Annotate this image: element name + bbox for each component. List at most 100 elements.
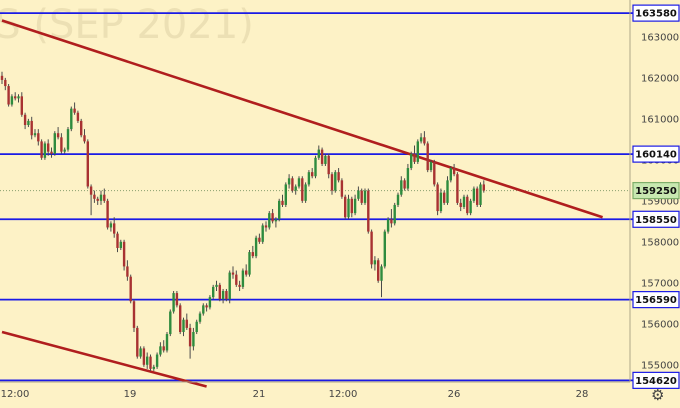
candle-body [162, 346, 165, 351]
candle-body [7, 86, 10, 105]
candle [53, 131, 56, 156]
candle [80, 118, 83, 138]
candle-body [235, 274, 238, 285]
candle [126, 260, 129, 281]
candle-body [80, 120, 83, 136]
current-price-label: 159250 [632, 181, 680, 200]
candle [205, 303, 208, 312]
candle [479, 182, 482, 207]
candle-body [245, 270, 248, 275]
label-text: 163580 [635, 9, 677, 20]
candle [320, 147, 324, 166]
candle-body [136, 327, 139, 357]
candle-body [419, 137, 423, 142]
candle-body [192, 331, 195, 347]
candle [106, 198, 109, 230]
x-tick-label: 26 [448, 389, 461, 400]
candle-body [225, 291, 228, 300]
candle [413, 145, 416, 164]
candle-body [182, 319, 185, 332]
candle [129, 274, 132, 304]
candle-body [284, 184, 287, 205]
candle [70, 106, 73, 132]
candle-body [314, 157, 317, 177]
candle [43, 141, 47, 160]
candle-body [218, 284, 221, 300]
candle-body [324, 155, 327, 164]
candle [56, 127, 60, 140]
candle-body [363, 190, 367, 203]
candle [182, 317, 185, 337]
candle-body [169, 311, 172, 335]
candle-body [426, 143, 429, 171]
trendline [1, 19, 604, 219]
candle-body [172, 293, 175, 312]
candle-body [386, 219, 390, 232]
candle [400, 176, 403, 197]
candle [245, 264, 248, 277]
candle-body [320, 149, 324, 164]
candle-body [251, 252, 254, 257]
candle [76, 110, 80, 123]
candle [307, 170, 311, 187]
x-tick-label: 19 [124, 389, 137, 400]
candle [324, 153, 327, 166]
candle [258, 233, 261, 244]
candle [7, 84, 10, 107]
level-label: 158550 [632, 210, 680, 228]
label-text: 154620 [635, 376, 677, 387]
candle-body [459, 202, 462, 207]
candle-body [215, 284, 218, 287]
candle [287, 174, 291, 189]
candle-body [383, 231, 386, 267]
candle [165, 331, 169, 353]
candle [291, 176, 294, 193]
candle-body [297, 178, 301, 187]
candle-body [188, 327, 192, 347]
candle-body [476, 188, 479, 205]
candle-body [373, 260, 377, 265]
candle [23, 112, 27, 130]
y-tick-label: 158000 [641, 237, 679, 248]
candle-body [294, 186, 297, 191]
candle-body [416, 141, 419, 162]
candle-body [86, 141, 89, 187]
candle [416, 139, 419, 164]
candle [175, 291, 179, 308]
gear-icon[interactable]: ⚙ [651, 386, 664, 404]
candle [439, 188, 443, 214]
candle-body [4, 79, 7, 87]
candle [142, 346, 146, 367]
candle-body [344, 196, 347, 218]
candle-body [0, 75, 4, 80]
candle-body [106, 200, 109, 228]
candle [89, 184, 93, 216]
candle-body [40, 141, 43, 158]
candle-body [258, 237, 261, 242]
candle-body [433, 161, 436, 185]
candle [136, 325, 139, 359]
candle-body [446, 180, 449, 203]
candle-body [113, 223, 116, 234]
candles [0, 71, 485, 371]
candle [317, 145, 320, 160]
candle-body [410, 153, 413, 169]
candle [235, 270, 238, 287]
candle [281, 194, 284, 207]
candle-body [353, 198, 357, 214]
candle [212, 284, 215, 300]
level-label: 156590 [632, 291, 680, 309]
candle [406, 163, 410, 191]
candle-body [443, 192, 446, 203]
candle-body [350, 198, 353, 214]
candle-body [126, 266, 129, 277]
candle-body [241, 270, 245, 287]
candle [386, 217, 390, 234]
candle-body [165, 334, 169, 351]
x-axis: 12:00 19 21 12:00 26 28 [1, 389, 589, 400]
candle [10, 94, 14, 107]
candle [195, 319, 198, 335]
label-box [632, 181, 680, 200]
candle-body [56, 133, 60, 138]
candle-body [380, 266, 383, 281]
